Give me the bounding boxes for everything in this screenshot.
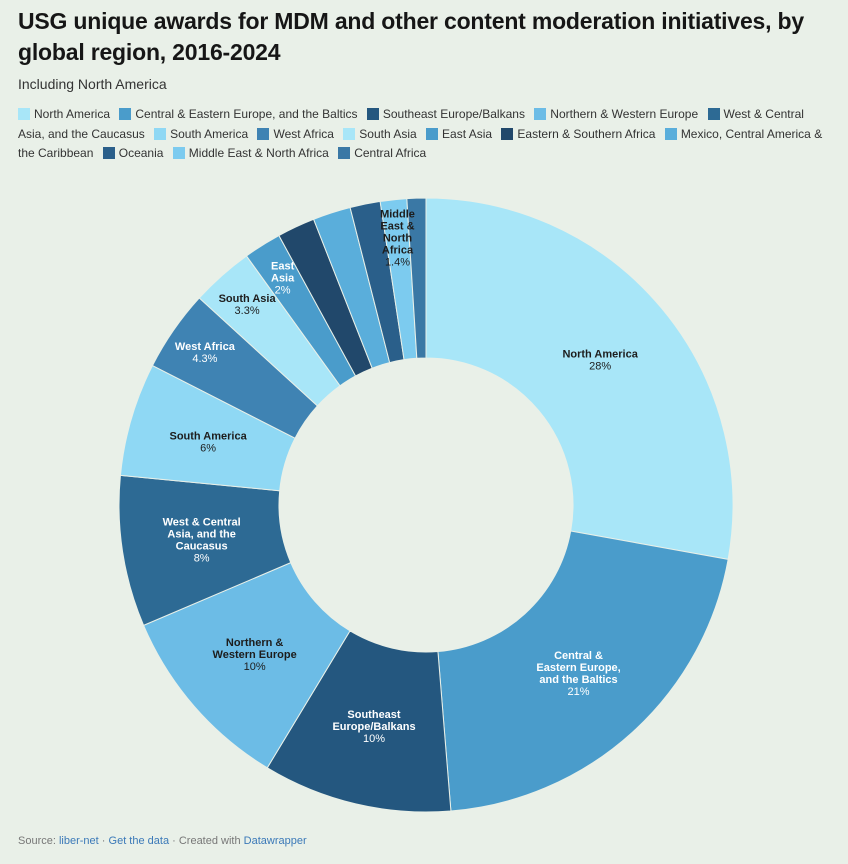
slice-label-value: 1.4% — [385, 257, 410, 269]
legend-item: Northern & Western Europe — [534, 107, 698, 121]
created-with-text: · Created with — [169, 835, 244, 847]
slice-label-value: 8% — [194, 553, 210, 565]
slice-label-name: Eastern Europe, — [536, 662, 620, 674]
slice-label-name: Asia, and the — [167, 529, 235, 541]
legend-swatch — [664, 127, 677, 140]
legend-swatch — [343, 127, 356, 140]
legend-item: Oceania — [102, 146, 164, 160]
slice-label-name: Africa — [382, 245, 414, 257]
slice-label-value: 4.3% — [192, 353, 217, 365]
slice-label-name: East — [271, 260, 295, 272]
legend-item: North America — [18, 107, 110, 121]
slice-label-name: Southeast — [347, 709, 401, 721]
slice-label-name: Northern & — [226, 637, 284, 649]
slice-label-value: 21% — [568, 686, 590, 698]
source-prefix: Source: — [18, 835, 56, 847]
slice-label-name: Western Europe — [213, 649, 297, 661]
slice-label-value: 28% — [589, 360, 611, 372]
source-line: Source: liber-net · Get the data · Creat… — [18, 835, 307, 847]
legend-item: Mexico, Central America & the Caribbean — [18, 127, 822, 161]
legend-label: Central Africa — [354, 146, 427, 160]
legend-item: Eastern & Southern Africa — [501, 127, 655, 141]
source-link-libernet[interactable]: liber-net — [58, 835, 99, 847]
slice-label-value: 2% — [275, 284, 291, 296]
legend-swatch — [707, 108, 720, 120]
legend-swatch — [172, 147, 185, 159]
legend-swatch — [18, 108, 30, 120]
legend-item: West & Central Asia, and the Caucasus — [18, 107, 804, 141]
chart-subtitle: Including North America — [18, 76, 167, 92]
legend-label: Middle East & North Africa — [188, 146, 329, 160]
legend-swatch — [501, 127, 514, 140]
legend-item: West Africa — [257, 126, 334, 141]
legend-swatch — [426, 127, 439, 140]
legend-label: South America — [170, 126, 249, 141]
slice-label-name: Central & — [554, 650, 603, 662]
slice-label-name: Europe/Balkans — [332, 721, 415, 733]
get-data-link[interactable]: Get the data — [108, 835, 170, 847]
legend-swatch — [119, 108, 132, 120]
slice-label-name: West & Central — [163, 517, 241, 529]
donut-slice — [406, 197, 427, 359]
legend-item: Middle East & North Africa — [172, 146, 329, 160]
datawrapper-link[interactable]: Datawrapper — [243, 835, 307, 847]
legend-item: Central & Eastern Europe, and the Baltic… — [119, 107, 358, 121]
legend-item: East Asia — [426, 127, 492, 141]
legend-label: East Asia — [442, 126, 493, 141]
legend-label: Southeast Europe/Balkans — [382, 107, 525, 121]
legend-item: South Asia — [343, 126, 417, 141]
legend-label: West Africa — [273, 126, 334, 141]
legend-label: West & Central Asia, and the Caucasus — [18, 107, 804, 141]
source-separator: · — [98, 835, 109, 847]
legend-label: Northern & Western Europe — [550, 107, 699, 121]
legend-label: Oceania — [118, 146, 164, 160]
slice-label-value: 10% — [363, 733, 385, 745]
legend-item: Central Africa — [338, 146, 426, 160]
legend-item: South America — [154, 127, 248, 141]
chart-title: USG unique awards for MDM and other cont… — [18, 8, 804, 65]
slice-label-name: South America — [169, 430, 247, 442]
slice-label-name: West Africa — [175, 341, 236, 353]
legend-label: Eastern & Southern Africa — [517, 126, 656, 141]
legend-swatch — [102, 147, 115, 159]
slice-label-name: Asia — [271, 272, 295, 284]
legend-item: Southeast Europe/Balkans — [366, 107, 525, 121]
legend-swatch — [338, 147, 351, 159]
legend-label: Mexico, Central America & the Caribbean — [18, 126, 823, 161]
slice-label-name: Middle — [380, 209, 415, 221]
donut-slice — [425, 197, 734, 560]
slice-label-name: Caucasus — [176, 541, 228, 553]
slice-label-name: North America — [562, 348, 638, 360]
chart-legend: North America Central & Eastern Europe, … — [18, 105, 833, 164]
slice-label-name: and the Baltics — [539, 674, 617, 686]
legend-swatch — [257, 127, 270, 140]
legend-label: Central & Eastern Europe, and the Baltic… — [135, 107, 358, 121]
slice-label-name: East & — [380, 221, 414, 233]
slice-label-value: 10% — [244, 661, 266, 673]
slice-label-value: 6% — [200, 442, 216, 454]
legend-label: North America — [34, 107, 111, 121]
donut-slice — [437, 530, 729, 812]
slice-label-name: North — [383, 233, 413, 245]
slice-label-value: 3.3% — [235, 305, 260, 317]
legend-swatch — [534, 108, 547, 120]
legend-label: South Asia — [359, 126, 417, 141]
legend-swatch — [154, 127, 167, 140]
legend-swatch — [366, 108, 379, 120]
slice-label-name: South Asia — [219, 293, 277, 305]
